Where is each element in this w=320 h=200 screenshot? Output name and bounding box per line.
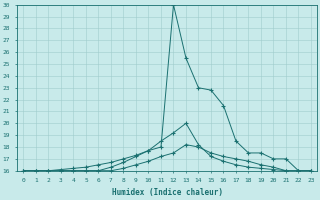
X-axis label: Humidex (Indice chaleur): Humidex (Indice chaleur) (112, 188, 223, 197)
